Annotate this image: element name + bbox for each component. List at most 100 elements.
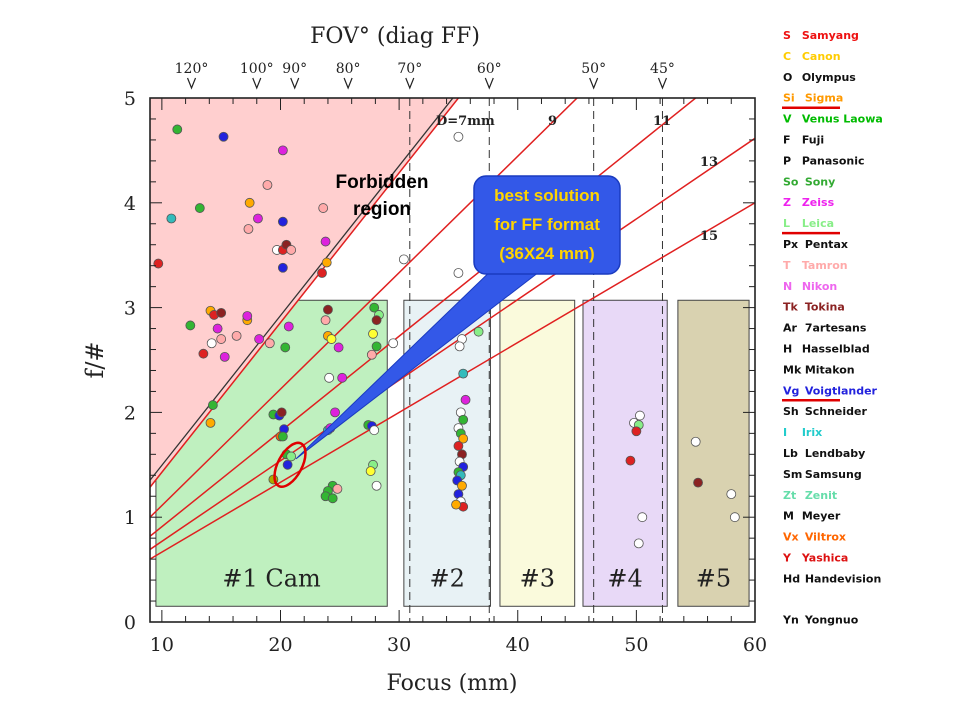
legend-code: Mk: [783, 363, 802, 376]
y-tick-label: 1: [124, 507, 136, 529]
data-point: [216, 307, 227, 318]
data-point: [320, 236, 331, 247]
x-tick-label: 30: [387, 634, 411, 656]
x-tick-label: 10: [150, 634, 174, 656]
legend-name: Handevision: [801, 572, 881, 585]
data-point: [282, 459, 293, 470]
callout-text: best solution: [494, 186, 600, 205]
data-point: [205, 417, 216, 428]
zone-4: [582, 299, 668, 607]
legend-item: F Fuji: [783, 134, 824, 147]
aperture-line-d13: [150, 137, 755, 551]
data-point: [453, 441, 464, 451]
data-point: [212, 323, 223, 334]
legend-code: S: [783, 29, 791, 42]
data-point: [276, 407, 287, 418]
plot-frame: [149, 97, 756, 623]
axes-layer: D=7mm 9 11 13 15 10 20 30 40 50 60 0 1 2 3 4 5 120° 100° 90…: [124, 61, 767, 656]
legend-item: Y Yashica: [782, 552, 848, 565]
legend-item: Vg Voigtlander: [783, 384, 878, 397]
forbidden-region-label: region: [353, 199, 411, 220]
data-point: [262, 180, 273, 190]
data-point: [458, 414, 469, 425]
y-tick-label: 5: [124, 88, 136, 110]
data-point: [327, 493, 338, 504]
zone-label: #2: [429, 564, 464, 592]
zones-layer: #1 Cam #2 #3 #4 #5: [155, 299, 750, 607]
legend-item: Yn Yongnuo: [782, 613, 859, 626]
data-point: [317, 268, 327, 278]
legend-item: Tk Tokina: [783, 301, 845, 314]
top-tick-marker: [405, 77, 415, 90]
data-point: [453, 131, 464, 142]
legend-code: M: [783, 510, 794, 523]
legend-code: Tk: [783, 301, 799, 314]
data-point: [326, 334, 337, 344]
aperture-line-d11: [150, 98, 697, 537]
legend-item: T Tamron: [783, 259, 848, 272]
data-point: [365, 466, 376, 476]
top-tick-label: 45°: [650, 61, 675, 77]
data-point: [371, 480, 382, 491]
legend-code: Yn: [782, 613, 799, 626]
legend-code: Lb: [783, 447, 798, 460]
zone-2: [403, 299, 491, 607]
data-point: [330, 407, 340, 418]
legend-name: Olympus: [798, 71, 856, 84]
data-point: [242, 311, 253, 321]
data-point: [254, 334, 265, 344]
data-point: [231, 330, 242, 341]
legend-item: Sm Samsung: [783, 468, 862, 481]
data-point: [185, 320, 196, 331]
legend-item: H Hasselblad: [783, 343, 870, 356]
aperture-line-d15: [150, 202, 755, 560]
legend-code: Z: [783, 196, 791, 209]
data-point: [277, 262, 288, 273]
data-point: [371, 341, 382, 352]
data-point: [369, 302, 380, 313]
data-point: [153, 258, 164, 269]
y-axis-label: f/#: [81, 341, 109, 378]
data-point: [451, 499, 461, 510]
data-point: [253, 213, 263, 224]
legend-name: Leica: [798, 217, 834, 230]
x-tick-label: 60: [743, 634, 767, 656]
top-tick-marker: [657, 77, 668, 90]
legend-code: O: [783, 71, 792, 84]
legend-item: Z Zeiss: [783, 196, 835, 209]
data-point: [194, 203, 205, 213]
aperture-label: 13: [700, 155, 718, 170]
legend-name: Panasonic: [798, 154, 865, 167]
data-point: [453, 268, 464, 278]
data-point: [219, 351, 230, 362]
legend-name: Lendbaby: [801, 447, 865, 460]
aperture-label: 9: [548, 114, 557, 129]
data-point: [635, 410, 645, 421]
data-point: [286, 451, 297, 462]
legend-name: Sigma: [801, 92, 843, 105]
data-point: [277, 431, 288, 442]
data-point: [283, 321, 294, 332]
legend-name: Samsung: [801, 468, 862, 481]
top-tick-label: 120°: [175, 61, 209, 77]
legend-name: Fuji: [798, 134, 824, 147]
data-point: [690, 436, 701, 447]
legend-code: P: [783, 154, 791, 167]
legend-code: Vx: [783, 531, 799, 544]
data-point: [369, 425, 380, 436]
data-point: [244, 197, 255, 208]
best-solution-highlight: [273, 441, 307, 488]
legend-code: T: [783, 259, 791, 272]
data-point: [320, 315, 331, 326]
data-point: [457, 480, 467, 491]
legend-name: Yashica: [798, 552, 848, 565]
data-point: [388, 338, 399, 349]
legend-item: O Olympus: [783, 71, 856, 84]
legend-name: Samyang: [798, 29, 859, 42]
legend-code: H: [783, 343, 792, 356]
data-point: [368, 328, 378, 339]
data-point: [324, 372, 335, 383]
data-point: [637, 512, 648, 523]
data-point: [172, 124, 183, 135]
forbidden-region-label: Forbidden: [336, 172, 429, 193]
